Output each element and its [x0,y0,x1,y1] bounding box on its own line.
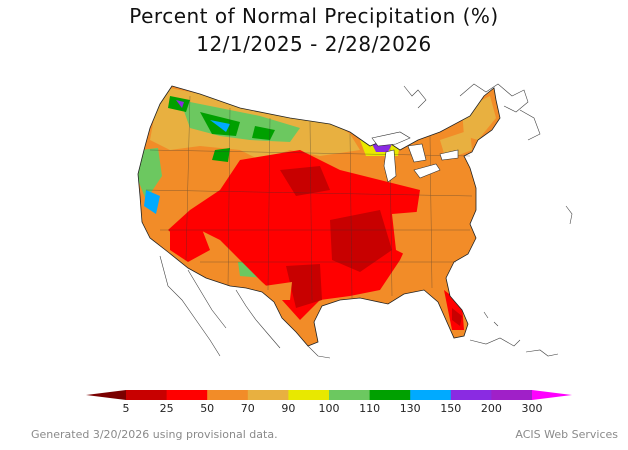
south-florida-very-dry [452,308,462,326]
bahamas-coastline [483,311,499,327]
lake-michigan [383,149,397,183]
legend-swatch [329,390,371,400]
legend-swatch [288,390,330,400]
legend-ticks: 5 25 50 70 90 100 110 130 150 200 300 [123,402,543,415]
kansas-very-dry [280,166,330,196]
southeast-region [392,210,460,262]
dry-core-region [168,150,420,320]
map-title: Percent of Normal Precipitation (%) [129,4,499,28]
legend-tick-label: 5 [123,402,130,415]
legend-swatch [491,390,533,400]
legend-swatch [166,390,208,400]
texas-very-dry [286,264,322,308]
legend-tick-label: 90 [281,402,295,415]
maritimes-coastline [459,83,529,113]
nova-scotia-coastline [519,109,541,141]
legend-tick-label: 70 [241,402,255,415]
generated-note: Generated 3/20/2026 using provisional da… [31,428,278,441]
nw-coast-wet [138,148,162,200]
hispaniola-coastline [525,349,559,357]
neighbor-coastlines [159,83,573,359]
west-texas-region [264,282,292,300]
gulf-of-california-coast [187,269,227,329]
baja-coastline [159,255,221,357]
legend-tick-label: 100 [319,402,340,415]
legend-tick-label: 130 [400,402,421,415]
legend-swatch-highest [532,390,572,400]
acis-credit: ACIS Web Services [515,428,618,441]
great-lakes [371,131,459,183]
precipitation-field [138,86,500,346]
montana-very-wet [210,120,230,132]
legend-tick-label: 25 [160,402,174,415]
lake-superior [371,131,411,147]
lake-huron [407,143,427,163]
mexico-west-coast [235,289,281,349]
legend-tick-label: 300 [522,402,543,415]
map-date-range: 12/1/2025 - 2/28/2026 [196,32,432,56]
legend-swatches [86,390,572,400]
legend-swatch [126,390,168,400]
canada-coastline [403,85,427,109]
legend-tick-label: 200 [481,402,502,415]
legend-tick-label: 110 [359,402,380,415]
dakota-wet [252,126,275,140]
upper-michigan-wet [372,144,392,152]
legend-tick-label: 150 [440,402,461,415]
legend-swatch [410,390,452,400]
legend-swatch [207,390,249,400]
cuba-coastline [469,337,521,347]
legend-swatch [247,390,289,400]
nor-cal-wet [144,190,160,214]
mexico-gulf-coast [307,345,331,359]
legend-tick-label: 50 [200,402,214,415]
legend-swatch [450,390,492,400]
pnw-very-wet [176,100,184,108]
ozark-very-dry [330,210,392,272]
legend-swatch-lowest [86,390,126,400]
lake-erie [413,163,441,179]
us-outline [137,85,501,347]
legend-swatch [369,390,411,400]
socal-dry [170,224,210,262]
island-coastline [565,205,573,225]
lake-ontario [439,149,459,161]
